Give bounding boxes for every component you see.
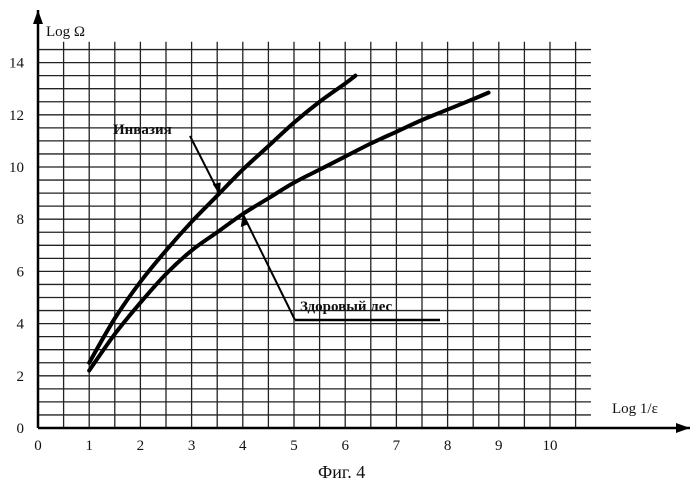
x-tick-label: 9 xyxy=(495,438,503,454)
y-tick-labels: 0 2 4 6 8 10 12 14 xyxy=(9,56,25,437)
y-tick-label: 14 xyxy=(9,56,25,72)
y-tick-label: 10 xyxy=(9,160,24,176)
x-tick-label: 3 xyxy=(188,438,196,454)
chart-annotations: Инвазия Здоровый лес xyxy=(113,122,440,322)
x-tick-label: 0 xyxy=(34,438,42,454)
series-line-invasion xyxy=(87,73,358,365)
chart-series xyxy=(87,73,491,373)
annotation-invasion-arrowhead xyxy=(212,182,221,195)
y-tick-label: 8 xyxy=(17,212,25,228)
x-axis-label: Log 1/ε xyxy=(612,401,658,417)
series-line-healthy-forest xyxy=(87,90,491,373)
chart-grid xyxy=(38,41,591,428)
y-tick-label: 12 xyxy=(9,108,24,124)
annotation-healthy-forest-label: Здоровый лес xyxy=(300,299,393,315)
annotation-healthy-forest-arrowhead xyxy=(240,213,249,227)
y-axis-label: Log Ω xyxy=(46,24,85,40)
y-tick-label: 0 xyxy=(17,421,25,437)
x-tick-label: 6 xyxy=(341,438,349,454)
annotation-healthy-forest-leader xyxy=(241,213,296,321)
x-tick-label: 2 xyxy=(137,438,145,454)
y-tick-label: 4 xyxy=(17,317,25,333)
x-tick-label: 5 xyxy=(290,438,298,454)
x-tick-label: 4 xyxy=(239,438,247,454)
figure-caption: Фиг. 4 xyxy=(318,462,365,482)
x-tick-labels: 0 1 2 3 4 5 6 7 8 9 10 xyxy=(34,438,557,454)
x-tick-label: 1 xyxy=(85,438,93,454)
x-tick-label: 10 xyxy=(543,438,558,454)
chart-axes xyxy=(33,10,690,433)
x-axis-arrow xyxy=(676,423,690,433)
x-tick-label: 7 xyxy=(393,438,401,454)
y-axis-arrow xyxy=(33,10,43,24)
y-tick-label: 6 xyxy=(17,264,25,280)
y-tick-label: 2 xyxy=(17,369,25,385)
x-tick-label: 8 xyxy=(444,438,452,454)
annotation-invasion-label: Инвазия xyxy=(113,122,172,138)
